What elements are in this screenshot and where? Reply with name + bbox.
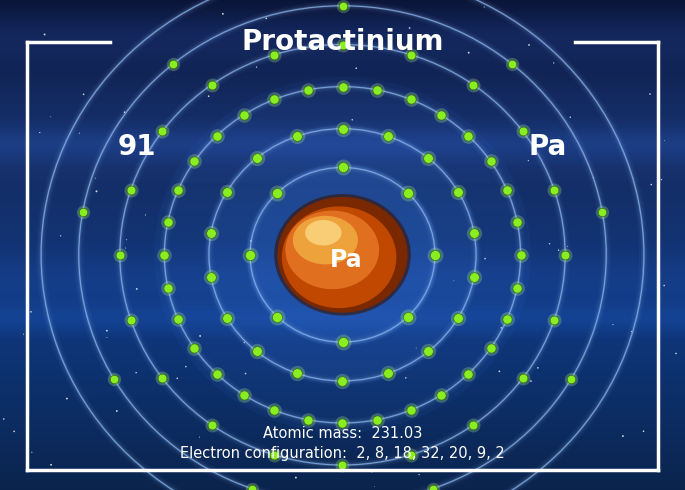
Point [140,211,151,219]
Point [101,334,112,342]
Point [544,240,555,247]
Ellipse shape [286,211,379,289]
Point [55,232,66,240]
Text: Electron configuration:  2, 8, 18, 32, 20, 9, 2: Electron configuration: 2, 8, 18, 32, 20… [180,446,505,461]
Point [638,427,649,435]
Point [251,63,262,71]
Point [180,363,191,370]
Point [523,157,534,165]
Point [659,137,670,145]
Point [671,349,682,357]
Point [366,468,377,476]
Ellipse shape [281,196,404,313]
Point [290,474,301,482]
Point [404,24,415,32]
Point [26,448,37,456]
Point [307,41,318,49]
Text: Pa: Pa [529,133,567,161]
Point [645,90,656,98]
Point [217,10,228,18]
Point [525,377,536,385]
Point [34,128,45,136]
Point [449,277,460,285]
Text: Pa: Pa [329,248,362,271]
Point [588,173,599,181]
Point [120,244,131,252]
Point [187,346,198,354]
Point [62,394,73,402]
Point [659,282,670,290]
Ellipse shape [301,216,384,294]
Ellipse shape [277,197,408,313]
Point [548,59,559,67]
Ellipse shape [305,220,342,245]
Point [245,237,256,245]
Point [78,91,89,98]
Point [496,324,507,332]
Point [296,222,307,230]
Point [617,432,628,440]
Point [0,415,10,423]
Point [240,369,251,377]
Point [101,327,112,335]
Point [45,113,56,121]
Point [553,246,564,254]
Point [351,64,362,72]
Point [463,49,474,56]
Point [646,181,657,189]
Text: Atomic mass:  231.03: Atomic mass: 231.03 [263,426,422,441]
Point [39,30,50,38]
Point [334,47,345,55]
Point [208,85,219,93]
Point [347,116,358,123]
Point [369,483,380,490]
Point [405,455,416,463]
Ellipse shape [292,216,358,265]
Point [656,176,667,184]
Point [354,276,365,284]
Ellipse shape [247,164,438,345]
Ellipse shape [282,206,397,308]
Point [203,92,214,100]
Point [479,3,490,11]
Point [479,255,490,263]
Point [564,113,575,121]
Ellipse shape [274,194,411,316]
Point [172,374,183,382]
Point [239,339,250,346]
Point [18,330,29,338]
Point [9,427,20,435]
Point [131,368,142,376]
Point [132,285,142,293]
Point [91,187,102,195]
Text: Protactinium: Protactinium [241,27,444,56]
Point [203,230,214,238]
Point [129,142,140,149]
Point [406,51,417,59]
Point [608,320,619,328]
Point [523,41,534,49]
Point [562,243,573,250]
Point [46,461,57,469]
Point [411,344,422,352]
Point [194,433,205,441]
Ellipse shape [206,125,480,384]
Point [121,236,132,244]
Point [195,332,206,340]
Text: 91: 91 [118,133,156,161]
Point [74,129,85,137]
Point [414,471,425,479]
Point [25,308,36,316]
Point [90,174,101,182]
Point [400,374,411,382]
Point [532,364,543,372]
Point [112,407,123,415]
Point [119,108,130,116]
Ellipse shape [154,77,531,433]
Point [626,328,637,336]
Point [494,368,505,375]
Point [261,15,272,23]
